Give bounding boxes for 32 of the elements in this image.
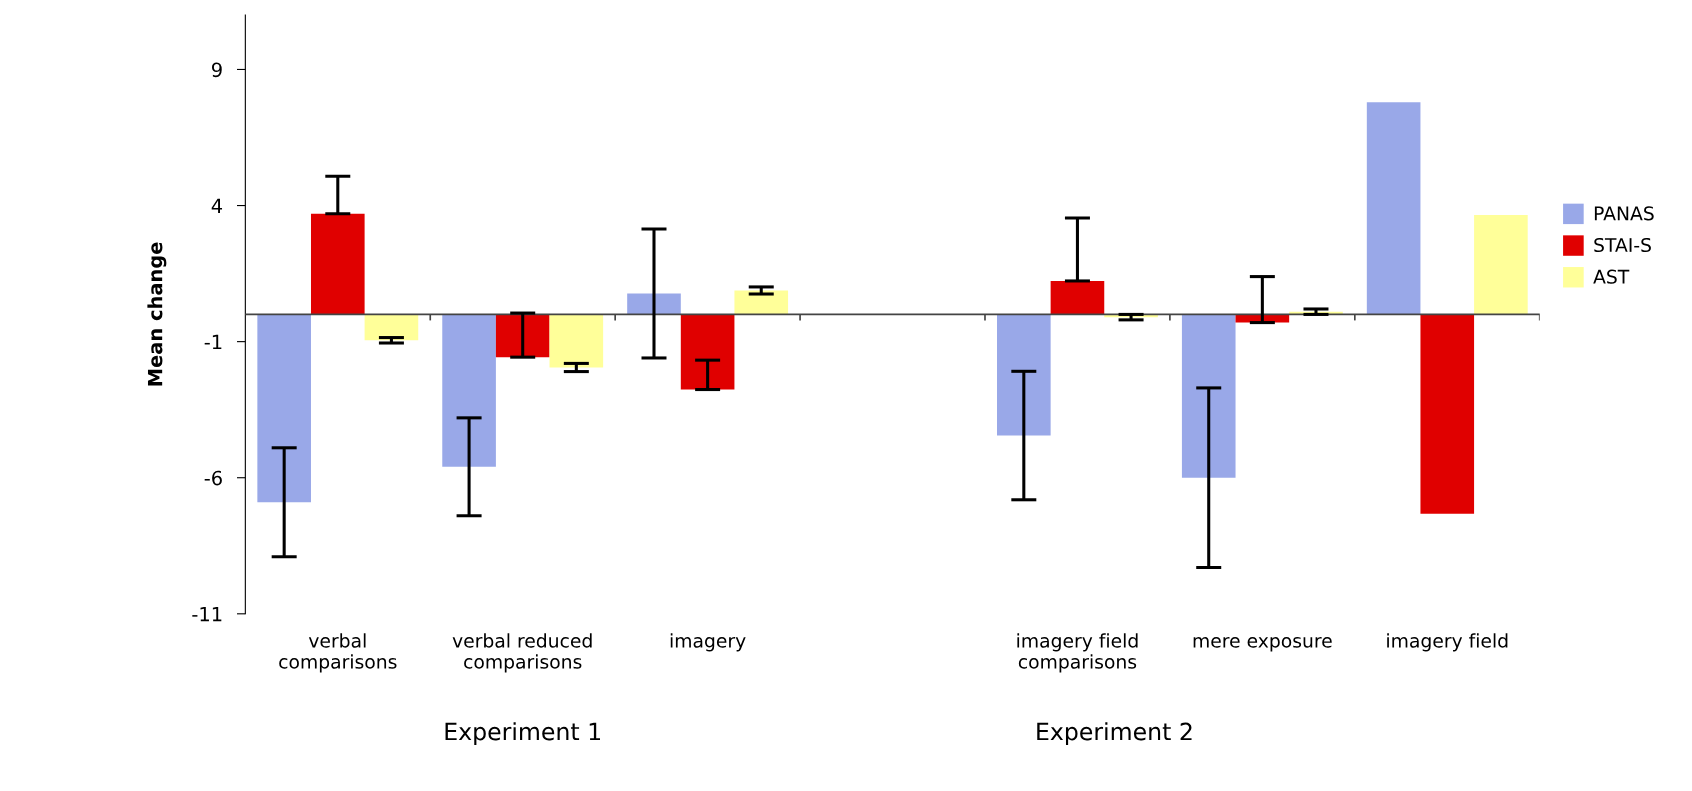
y-tick-label: 4: [211, 198, 223, 213]
y-tick-label: 9: [211, 62, 222, 78]
legend-label: PANAS: [1594, 206, 1654, 221]
y-axis-title: Mean change: [147, 242, 167, 386]
x-tick-label: verbal comparisons: [279, 633, 397, 673]
text: Experiment 1: [445, 722, 600, 745]
bar: [734, 290, 789, 315]
bar: [495, 314, 550, 358]
bar: [997, 314, 1051, 436]
x-tick-label: imagery field: [1387, 633, 1508, 652]
bar: [680, 314, 735, 390]
bar: [364, 314, 419, 341]
bar: [549, 314, 604, 368]
bar: [627, 293, 681, 315]
text: Experiment 2: [1037, 722, 1192, 745]
bar: [310, 213, 365, 315]
y-tick-label: -11: [192, 607, 222, 622]
x-tick-label: mere exposure: [1193, 637, 1332, 652]
bar: [1050, 280, 1105, 315]
y-tick-label: -6: [204, 470, 222, 486]
legend-label: STAI-S: [1594, 237, 1651, 253]
x-tick-label: verbal reduced comparisons: [452, 633, 592, 673]
bar: [1366, 102, 1421, 315]
bar: [257, 314, 311, 503]
bar: [1474, 215, 1528, 315]
x-tick-label: imagery field comparisons: [1017, 633, 1138, 673]
y-tick-label: -1: [204, 334, 222, 350]
bar: [1181, 314, 1236, 478]
legend-label: AST: [1593, 269, 1630, 284]
x-tick-label: imagery: [670, 633, 746, 652]
bar: [442, 314, 496, 467]
bar: [1420, 314, 1475, 514]
